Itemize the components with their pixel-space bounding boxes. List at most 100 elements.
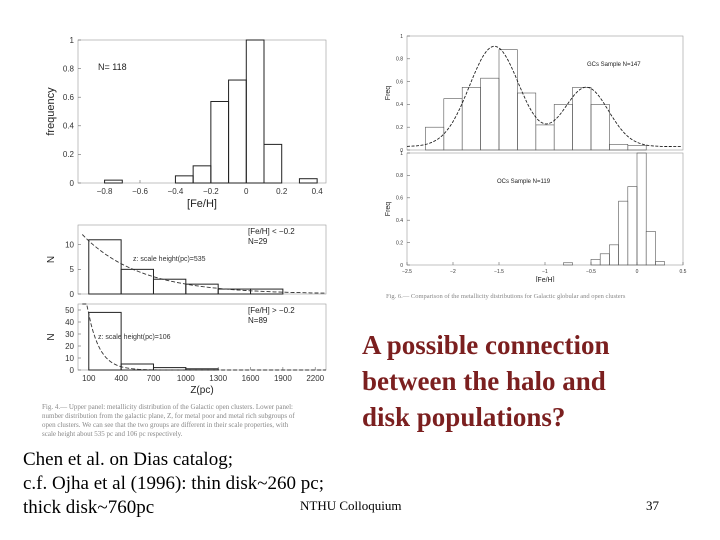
y-tick-label: 0.6 (63, 93, 75, 102)
y-axis-label: Freq (385, 202, 392, 217)
footer-line: c.f. Ojha et al (1996): thin disk~260 pc… (23, 473, 325, 494)
left-caption-line: open clusters. We can see that the two g… (42, 421, 289, 429)
y-tick-label: 0.8 (396, 57, 403, 63)
histogram-bar (152, 278, 187, 295)
chart-annotation: N= 118 (98, 62, 127, 72)
gaussian-fit-curve (406, 45, 682, 148)
fit-label: z: scale height(pc)=535 (133, 256, 206, 263)
histogram-bar (263, 143, 283, 184)
y-tick-label: 50 (65, 306, 74, 315)
y-axis-label: N (46, 256, 57, 263)
x-axis-label: [Fe/H] (187, 198, 217, 210)
histogram-bar (425, 126, 445, 151)
colloquium-label: NTHU Colloquium (300, 498, 402, 513)
fit-label: z: scale height(pc)=106 (98, 334, 171, 341)
histogram-bar (517, 92, 537, 151)
histogram-bar (298, 178, 318, 184)
chart-annotation: [Fe/H] < −0.2 (248, 227, 295, 236)
x-tick-label: 1000 (177, 374, 195, 383)
chart-annotation: N=89 (248, 316, 268, 325)
left-figure-caption: Fig. 4.— Upper panel: metallicity distri… (42, 403, 342, 439)
y-tick-label: 0.8 (63, 64, 75, 73)
y-tick-label: 0.6 (396, 196, 403, 202)
y-tick-label: 20 (65, 342, 74, 351)
slide-title-line: disk populations? (362, 402, 566, 432)
footer-line: thick disk~760pc (23, 497, 155, 518)
chart-annotation: OCs Sample N=119 (497, 179, 551, 185)
y-axis-label: Freq (385, 86, 392, 101)
y-tick-label: 0 (70, 179, 75, 188)
x-tick-label: −2.5 (402, 269, 412, 275)
y-tick-label: 0.4 (396, 218, 403, 224)
x-tick-label: −0.5 (586, 269, 596, 275)
x-tick-label: 0.2 (276, 187, 288, 196)
x-tick-label: −2 (450, 269, 456, 275)
histogram-bar (185, 283, 219, 295)
x-tick-label: 0 (636, 269, 639, 275)
y-tick-label: 1 (400, 34, 403, 40)
histogram-bar (210, 100, 230, 184)
y-tick-label: 1 (400, 151, 403, 157)
page-number: 37 (646, 498, 659, 513)
plot-frame (406, 35, 684, 151)
x-tick-label: −0.8 (97, 187, 113, 196)
histogram-bar (88, 239, 122, 295)
x-tick-label: 0.4 (312, 187, 324, 196)
histogram-bar (618, 200, 629, 266)
y-tick-label: 0 (400, 263, 403, 269)
x-tick-label: 0 (244, 187, 249, 196)
exponential-fit-curve (81, 234, 326, 294)
y-tick-label: 10 (65, 241, 74, 250)
x-tick-label: 1600 (242, 374, 260, 383)
x-tick-label: 0.5 (680, 269, 687, 275)
slide-title: A possible connection between the halo a… (362, 327, 702, 435)
y-tick-label: 0.8 (396, 173, 403, 179)
histogram-bar (553, 104, 573, 151)
histogram-bar (590, 104, 610, 151)
left-caption-line: scale height about 535 pc and 106 pc res… (42, 430, 183, 438)
slide-footer-text: Chen et al. on Dias catalog; c.f. Ojha e… (23, 448, 324, 520)
chart-annotation: N=29 (248, 237, 268, 246)
histogram-bar (645, 231, 656, 266)
plot-frame (406, 152, 684, 266)
histogram-bar (627, 145, 647, 151)
histogram-bar (627, 186, 638, 266)
y-tick-label: 0 (70, 366, 75, 375)
histogram-bar (174, 175, 194, 184)
x-tick-label: 700 (147, 374, 161, 383)
right-figure-caption: Fig. 6.— Comparison of the metallicity d… (386, 293, 626, 300)
histogram-bar (563, 262, 573, 266)
feh-histogram-chart: 0 0.2 0.4 0.6 0.8 1 −0.8 −0.6 −0.4 −0.2 0 0.2 0.4 fre… (45, 36, 327, 210)
x-tick-label: 1300 (209, 374, 227, 383)
metal-poor-z-chart: 0 5 10 N [Fe/H] < −0.2N=29 z: scale height(pc… (46, 224, 327, 299)
histogram-bar (250, 288, 284, 295)
histogram-bar (655, 261, 665, 266)
y-axis-label: frequency (45, 87, 57, 136)
slide-title-line: A possible connection (362, 330, 610, 360)
histogram-bar (120, 268, 154, 295)
y-tick-label: 0.2 (396, 240, 403, 246)
histogram-bar (498, 49, 518, 151)
y-tick-label: 0.2 (63, 150, 75, 159)
x-tick-label: −0.2 (203, 187, 219, 196)
y-tick-label: 0.6 (396, 79, 403, 85)
y-tick-label: 1 (70, 36, 75, 45)
histogram-bar (185, 368, 219, 371)
histogram-bar (480, 77, 500, 151)
y-tick-label: 0.4 (396, 102, 403, 108)
histogram-bar (245, 39, 265, 184)
histogram-bar (636, 152, 647, 266)
slide-title-line: between the halo and (362, 366, 606, 396)
x-tick-label: −0.4 (168, 187, 184, 196)
histogram-bar (443, 98, 463, 151)
x-axis-label: [Fe/H] (535, 277, 554, 282)
gcs-metallicity-chart: 0 0.2 0.4 0.6 0.8 1 Freq GCs Sample N=147 (385, 34, 684, 153)
histogram-bar (572, 86, 592, 151)
histogram-bar (535, 124, 555, 151)
x-tick-label: 100 (82, 374, 96, 383)
histogram-bar (590, 259, 601, 266)
left-caption-line: Fig. 4.— Upper panel: metallicity distri… (42, 403, 293, 411)
histogram-bar (599, 253, 610, 266)
histogram-bar (88, 311, 122, 371)
chart-annotation: [Fe/H] > −0.2 (248, 306, 295, 315)
